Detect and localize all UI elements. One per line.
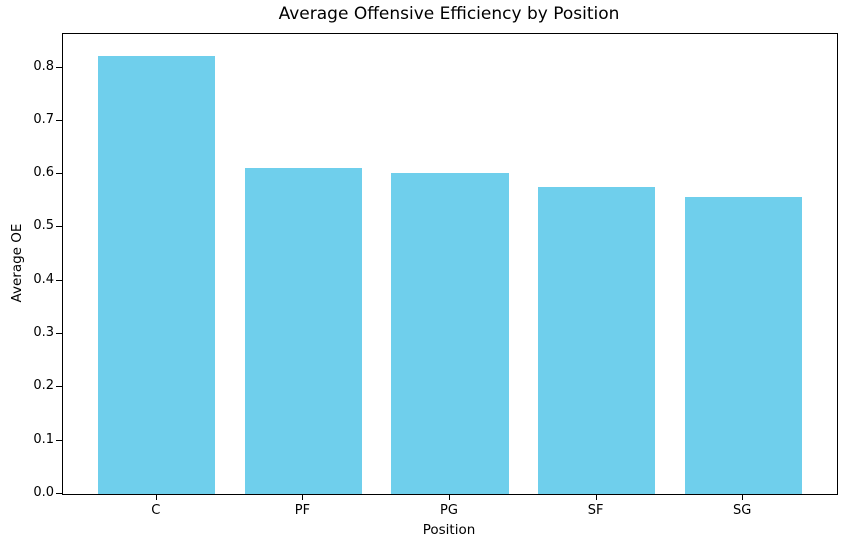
bar-SG [684,197,802,494]
bar-PG [391,173,509,494]
x-tick-label: SF [587,503,604,518]
x-tick [449,494,450,500]
y-tick [56,439,62,441]
y-tick [56,226,62,228]
y-tick-label: 0.8 [33,58,54,74]
x-tick [302,494,304,500]
y-tick [56,119,62,121]
plot-area [62,33,838,495]
bar-PF [244,168,363,494]
y-tick-label: 0.1 [33,431,54,447]
x-tick-label: SG [733,503,752,518]
bar-C [98,55,216,494]
x-tick [155,494,157,500]
x-tick-label: PG [440,503,458,518]
y-tick [56,333,62,335]
y-tick [56,493,62,494]
y-axis-label: Average OE [9,223,25,303]
y-tick-label: 0.2 [33,378,54,394]
bar-SF [537,186,656,494]
y-tick-label: 0.4 [33,271,54,287]
x-tick [595,494,597,500]
x-tick-label: PF [294,503,311,518]
y-tick [56,66,62,68]
y-tick-label: 0.6 [33,165,54,181]
y-tick-label: 0.3 [33,325,54,341]
y-tick [56,173,62,175]
y-tick-label: 0.7 [33,111,54,127]
y-tick [56,386,62,388]
y-tick [56,279,62,281]
x-tick [742,494,744,500]
chart-title: Average Offensive Efficiency by Position [278,4,620,24]
y-tick-label: 0.5 [33,218,54,234]
x-tick-label: C [151,503,161,518]
x-axis-label: Position [422,522,476,538]
y-tick-label: 0.0 [33,485,54,500]
